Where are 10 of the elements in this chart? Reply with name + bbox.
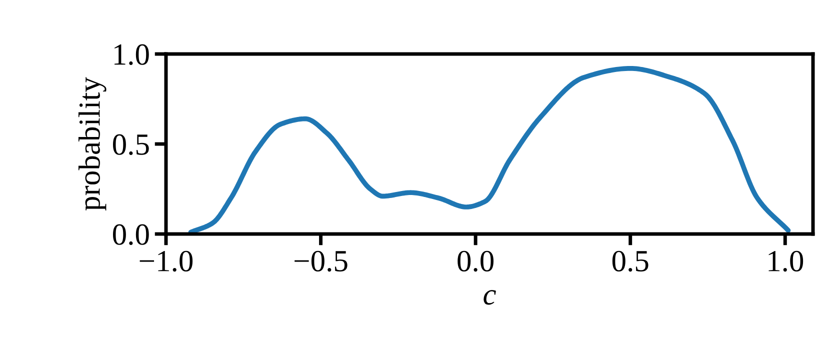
x-tick-label: 0.5 xyxy=(612,250,648,272)
x-tick-label: −0.5 xyxy=(294,250,348,272)
y-tick-label: 0.5 xyxy=(113,134,149,156)
x-axis-title: c xyxy=(484,290,496,305)
x-tick-label: −1.0 xyxy=(140,250,193,272)
y-axis-title: probability xyxy=(78,77,106,211)
y-tick-label: 1.0 xyxy=(114,44,149,66)
y-tick-label: 0.0 xyxy=(113,224,149,246)
x-tick-label: 0.0 xyxy=(458,250,494,272)
x-tick-label: 1.0 xyxy=(768,250,804,272)
